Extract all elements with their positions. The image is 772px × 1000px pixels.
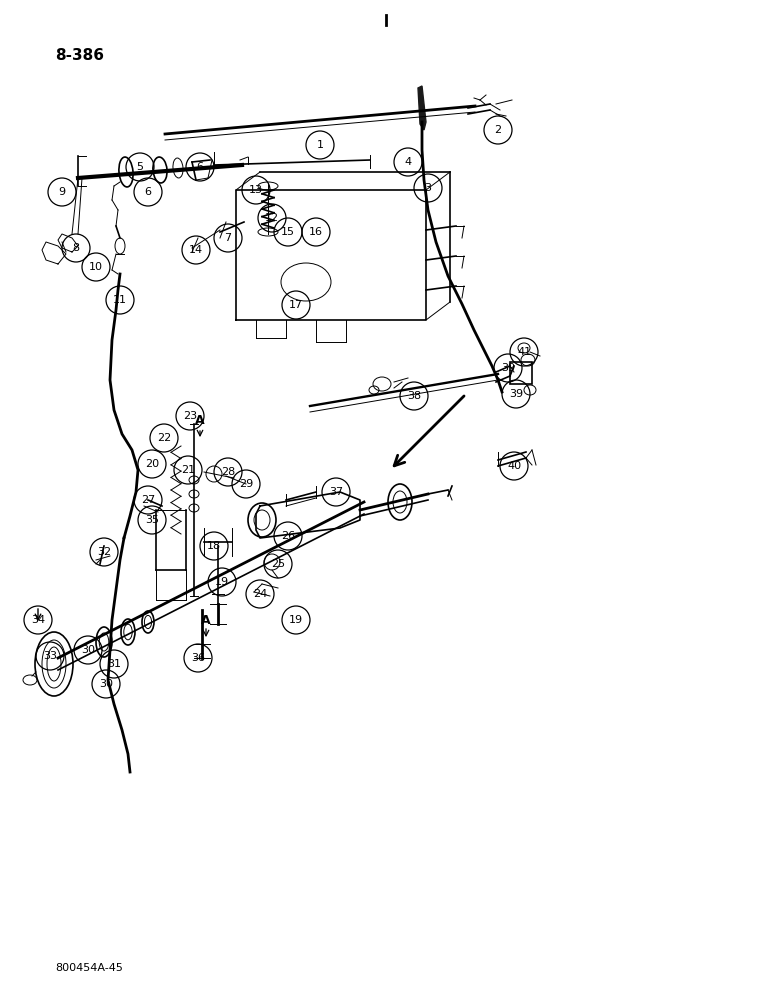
Text: 12: 12 (265, 213, 279, 223)
Text: 19: 19 (289, 615, 303, 625)
Text: 36: 36 (191, 653, 205, 663)
Text: 23: 23 (183, 411, 197, 421)
Text: 24: 24 (253, 589, 267, 599)
Text: 39: 39 (501, 363, 515, 373)
Text: 7: 7 (225, 233, 232, 243)
Text: 2: 2 (494, 125, 502, 135)
Text: 11: 11 (113, 295, 127, 305)
Text: 17: 17 (289, 300, 303, 310)
Text: 16: 16 (309, 227, 323, 237)
Text: 27: 27 (141, 495, 155, 505)
Text: 38: 38 (407, 391, 421, 401)
Text: 8-386: 8-386 (55, 47, 104, 62)
Text: 39: 39 (509, 389, 523, 399)
Text: 6: 6 (197, 162, 204, 172)
Text: 20: 20 (145, 459, 159, 469)
Text: 19: 19 (215, 577, 229, 587)
Text: 30: 30 (99, 679, 113, 689)
Bar (510, 362, 532, 384)
Text: 21: 21 (181, 465, 195, 475)
Text: 1: 1 (317, 140, 323, 150)
Text: 33: 33 (43, 651, 57, 661)
Text: 37: 37 (329, 487, 343, 497)
Text: 34: 34 (31, 615, 45, 625)
Text: 40: 40 (507, 461, 521, 471)
Text: 25: 25 (271, 559, 285, 569)
Text: 29: 29 (239, 479, 253, 489)
Text: 13: 13 (249, 185, 263, 195)
Text: 18: 18 (207, 541, 221, 551)
Text: 6: 6 (144, 187, 151, 197)
Text: 4: 4 (405, 157, 411, 167)
Text: 22: 22 (157, 433, 171, 443)
Text: 800454A-45: 800454A-45 (55, 963, 123, 973)
Text: 26: 26 (281, 531, 295, 541)
Text: 14: 14 (189, 245, 203, 255)
Text: 10: 10 (89, 262, 103, 272)
Text: A: A (201, 613, 211, 626)
Text: A: A (195, 414, 205, 426)
Text: 32: 32 (97, 547, 111, 557)
Text: 5: 5 (137, 162, 144, 172)
Text: 15: 15 (281, 227, 295, 237)
Text: 31: 31 (107, 659, 121, 669)
Text: 28: 28 (221, 467, 235, 477)
Text: 3: 3 (425, 183, 432, 193)
Text: 41: 41 (517, 347, 531, 357)
Text: 35: 35 (145, 515, 159, 525)
Text: 8: 8 (73, 243, 80, 253)
Polygon shape (418, 86, 426, 130)
Text: 30: 30 (81, 645, 95, 655)
Text: 9: 9 (59, 187, 66, 197)
